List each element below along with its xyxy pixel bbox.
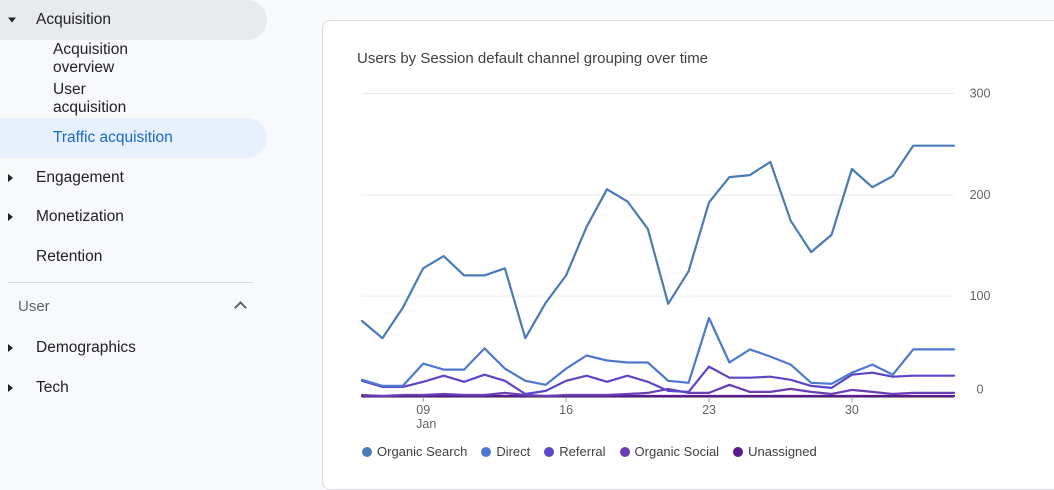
nav-engagement-label: Engagement — [36, 169, 124, 186]
nav-user-acquisition-label: User acquisition — [53, 81, 127, 116]
x-tick-label: 23 — [702, 403, 716, 417]
series-line-organic-social — [360, 383, 956, 398]
x-tick-sublabel: Jan — [416, 417, 436, 431]
nav-traffic-acquisition-label: Traffic acquisition — [53, 129, 173, 146]
caret-down-icon — [8, 17, 16, 23]
nav-tech-label: Tech — [36, 379, 69, 396]
nav-acquisition-overview-label: Acquisition overview — [53, 41, 128, 76]
y-tick-label: 200 — [970, 188, 991, 202]
legend-dot-icon — [544, 446, 555, 457]
x-tick-label: 30 — [845, 403, 859, 417]
legend-label: Organic Search — [377, 444, 468, 459]
chart-title: Users by Session default channel groupin… — [357, 50, 709, 67]
legend-item[interactable]: Organic Social — [619, 444, 720, 459]
nav-demographics-label: Demographics — [36, 339, 136, 356]
nav-retention-label: Retention — [36, 248, 103, 265]
y-tick-label: 0 — [977, 383, 984, 397]
nav-acquisition[interactable]: Acquisition — [0, 0, 267, 40]
series-line-referral — [360, 365, 956, 396]
nav-traffic-acquisition[interactable]: Traffic acquisition — [0, 118, 267, 158]
legend-item[interactable]: Organic Search — [362, 444, 467, 459]
legend-label: Direct — [496, 444, 531, 459]
legend-dot-icon — [619, 446, 630, 457]
caret-right-icon — [8, 174, 13, 182]
legend-item[interactable]: Direct — [481, 444, 530, 459]
chart-legend: Organic Search Direct Referral Organic Soci… — [362, 444, 817, 459]
legend-label: Referral — [559, 444, 606, 459]
legend-dot-icon — [733, 446, 744, 457]
nav-monetization-label: Monetization — [36, 208, 124, 225]
legend-dot-icon — [481, 446, 492, 457]
section-user-label: User — [18, 298, 50, 315]
legend-label: Organic Social — [634, 444, 720, 459]
legend-item[interactable]: Referral — [544, 444, 606, 459]
legend-item[interactable]: Unassigned — [733, 444, 817, 459]
caret-right-icon — [8, 384, 13, 392]
divider — [8, 282, 253, 283]
legend-dot-icon — [362, 446, 372, 457]
x-tick-label: 16 — [559, 403, 573, 417]
caret-right-icon — [8, 213, 13, 221]
series-line-organic-search — [360, 144, 956, 340]
sidebar: Acquisition Acquisition overview User ac… — [0, 0, 285, 466]
nav-acquisition-label: Acquisition — [36, 11, 111, 28]
y-tick-label: 300 — [970, 87, 991, 101]
caret-right-icon — [8, 344, 13, 352]
series-line-direct — [360, 316, 956, 387]
legend-label: Unassigned — [748, 444, 817, 459]
y-tick-label: 100 — [970, 289, 991, 303]
x-tick-label: 09 — [416, 403, 430, 417]
chart-card — [322, 20, 1054, 490]
